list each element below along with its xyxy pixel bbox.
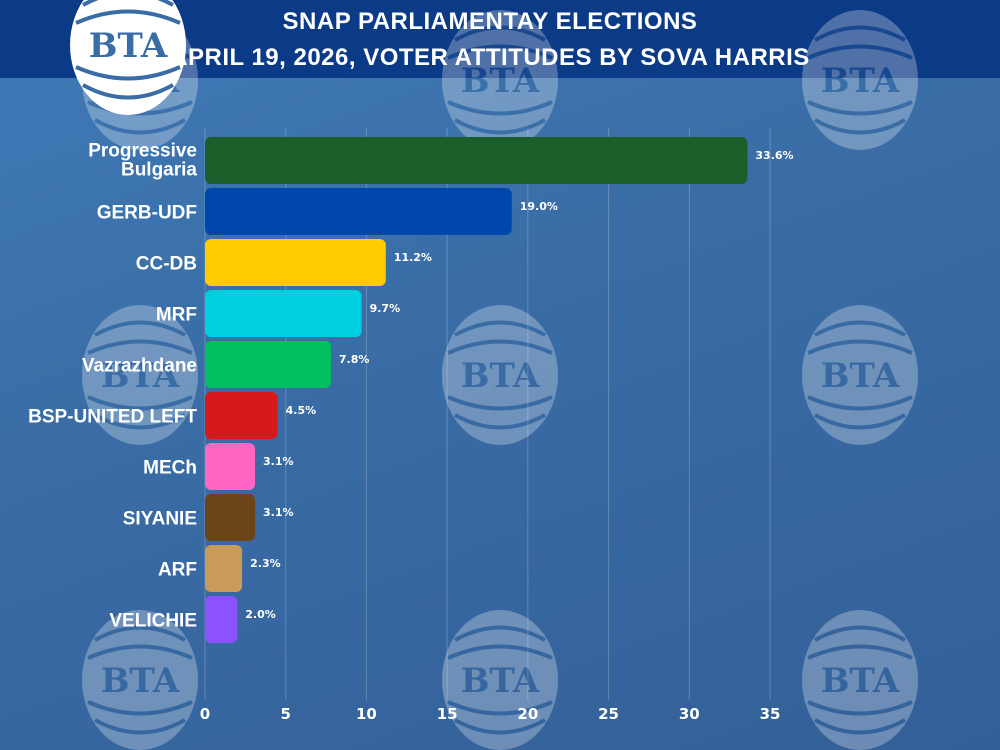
svg-text:BTA: BTA: [821, 661, 900, 701]
bta-watermark-icon: BTA: [82, 305, 198, 445]
bar: [205, 239, 386, 286]
category-label: BSP-UNITED LEFT: [28, 407, 197, 428]
svg-text:BTA: BTA: [821, 356, 900, 396]
bar: [205, 137, 748, 184]
x-tick-label: 5: [280, 705, 290, 723]
x-tick-label: 15: [437, 705, 458, 723]
bta-watermark-icon: BTA: [802, 305, 918, 445]
bar: [205, 545, 243, 592]
bar: [205, 290, 362, 337]
x-tick-label: 10: [356, 705, 377, 723]
category-label: CC-DB: [136, 254, 197, 275]
data-label: 3.1%: [263, 506, 294, 519]
category-label: GERB-UDF: [97, 203, 197, 224]
data-label: 11.2%: [394, 251, 432, 264]
category-label: MECh: [143, 458, 197, 479]
chart-subtitle: APRIL 19, 2026, VOTER ATTITUDES BY SOVA …: [170, 44, 810, 71]
category-label: MRF: [156, 305, 197, 326]
bar: [205, 341, 331, 388]
bar: [205, 596, 238, 643]
svg-text:BTA: BTA: [101, 356, 180, 396]
bar: [205, 392, 278, 439]
svg-text:BTA: BTA: [461, 661, 540, 701]
category-label: ARF: [158, 560, 197, 581]
svg-text:BTA: BTA: [461, 356, 540, 396]
category-label: Bulgaria: [121, 160, 197, 181]
data-label: 2.0%: [245, 608, 276, 621]
x-tick-label: 20: [517, 705, 538, 723]
x-tick-label: 35: [760, 705, 781, 723]
x-tick-label: 25: [598, 705, 619, 723]
category-label: VELICHIE: [109, 611, 197, 632]
data-label: 4.5%: [286, 404, 317, 417]
data-label: 9.7%: [370, 302, 401, 315]
x-tick-label: 0: [200, 705, 210, 723]
svg-text:BTA: BTA: [89, 26, 168, 66]
x-tick-label: 30: [679, 705, 700, 723]
data-label: 7.8%: [339, 353, 370, 366]
data-label: 2.3%: [250, 557, 281, 570]
bar: [205, 188, 512, 235]
bta-watermark-icon: BTA: [442, 610, 558, 750]
chart-title: SNAP PARLIAMENTAY ELECTIONS: [282, 8, 698, 35]
data-label: 3.1%: [263, 455, 294, 468]
data-label: 33.6%: [755, 149, 793, 162]
bta-logo-icon: BTA: [70, 0, 186, 115]
category-label: SIYANIE: [123, 509, 197, 530]
svg-text:BTA: BTA: [461, 61, 540, 101]
bta-watermark-icon: BTA: [442, 305, 558, 445]
bar: [205, 494, 256, 541]
bta-watermark-icon: BTA: [802, 10, 918, 150]
bta-watermark-icon: BTA: [802, 610, 918, 750]
category-label: Vazrazhdane: [82, 356, 197, 377]
svg-text:BTA: BTA: [821, 61, 900, 101]
data-label: 19.0%: [520, 200, 558, 213]
svg-text:BTA: BTA: [101, 661, 180, 701]
bta-watermark-icon: BTA: [82, 610, 198, 750]
bar: [205, 443, 256, 490]
category-label: Progressive: [88, 141, 197, 162]
bta-watermark-icon: BTA: [442, 10, 558, 150]
